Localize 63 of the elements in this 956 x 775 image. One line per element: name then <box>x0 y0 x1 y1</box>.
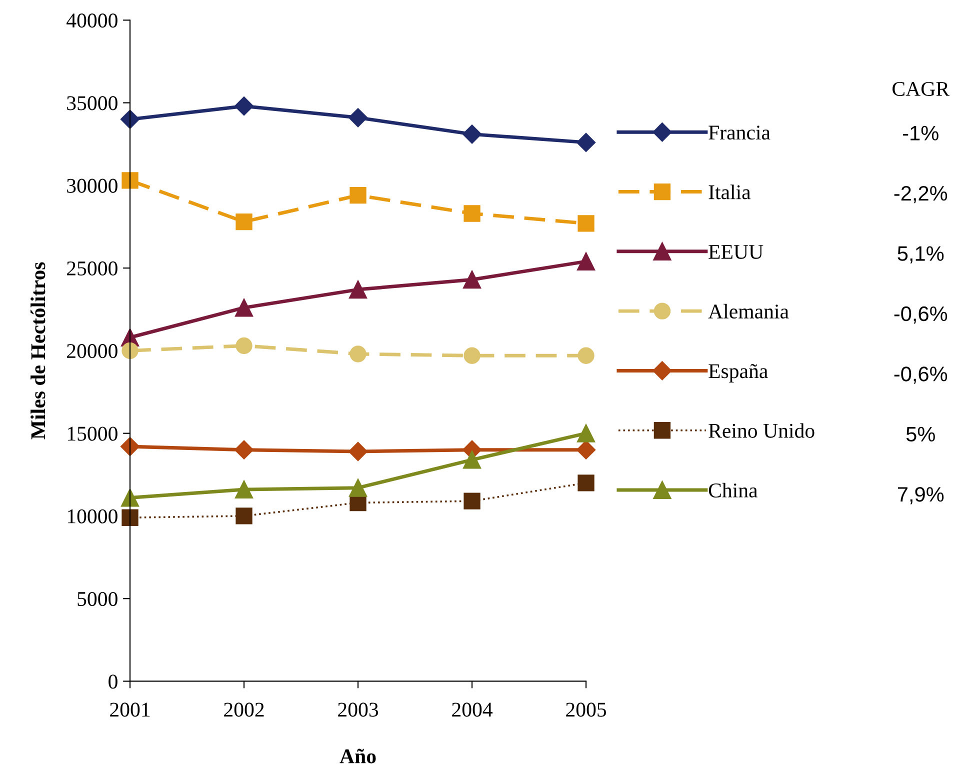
point <box>122 172 138 189</box>
point <box>236 508 252 524</box>
point <box>120 488 140 507</box>
point <box>462 450 482 469</box>
point <box>464 205 480 222</box>
point <box>120 437 140 456</box>
point <box>236 337 252 354</box>
point <box>348 280 368 299</box>
y-tick-label: 35000 <box>67 96 118 110</box>
point <box>350 187 366 204</box>
point <box>348 108 368 128</box>
text: -2,2% <box>894 186 948 204</box>
x-tick-label: 2001 <box>110 702 150 717</box>
y-tick-label: 5000 <box>78 592 118 606</box>
legend-label: China <box>708 482 758 498</box>
text: 5% <box>906 426 935 442</box>
point <box>577 252 596 270</box>
y-tick-label: 40000 <box>66 14 118 28</box>
text: -0,6% <box>894 306 948 324</box>
y-tick-label: 0 <box>108 674 118 689</box>
y-tick-label: 15000 <box>68 426 118 441</box>
point <box>236 213 252 230</box>
point <box>234 298 254 317</box>
legend-label: España <box>708 364 768 382</box>
point <box>462 124 482 144</box>
text: 7,9% <box>898 487 944 504</box>
point <box>350 346 366 362</box>
legend-label: Alemania <box>708 304 789 319</box>
x-tick-label: 2003 <box>338 702 378 717</box>
y-tick-label: 25000 <box>67 261 118 276</box>
text: -0,6% <box>894 366 948 384</box>
text: -1% <box>903 126 938 140</box>
point <box>234 96 254 116</box>
legend-label: Reino Unido <box>708 423 814 438</box>
legend-label: Italia <box>708 184 751 200</box>
point <box>578 474 594 492</box>
legend-label: EEUU <box>708 245 764 259</box>
x-tick-label: 2002 <box>224 702 264 717</box>
point <box>576 132 596 152</box>
point <box>122 342 138 360</box>
point <box>578 215 594 232</box>
point <box>464 492 480 510</box>
y-tick-label: 10000 <box>68 509 118 524</box>
point <box>348 478 368 497</box>
point <box>464 347 480 364</box>
point <box>462 270 482 289</box>
y-tick-label: 30000 <box>67 178 118 193</box>
point <box>234 440 254 460</box>
point <box>577 424 596 442</box>
y-axis-title: Miles de Hectólitros <box>30 262 46 440</box>
x-tick-label: 2004 <box>452 702 493 717</box>
point <box>576 440 596 460</box>
x-axis-title: Año <box>340 748 376 764</box>
legend-label: Francia <box>708 126 770 140</box>
x-tick-label: 2005 <box>566 702 606 717</box>
y-tick-label: 20000 <box>67 344 118 358</box>
point <box>578 347 594 364</box>
point <box>348 442 368 462</box>
point <box>122 509 138 526</box>
point <box>234 480 254 499</box>
point <box>120 110 140 129</box>
text: 5,1% <box>898 246 944 264</box>
legend-title: CAGR <box>892 82 950 96</box>
